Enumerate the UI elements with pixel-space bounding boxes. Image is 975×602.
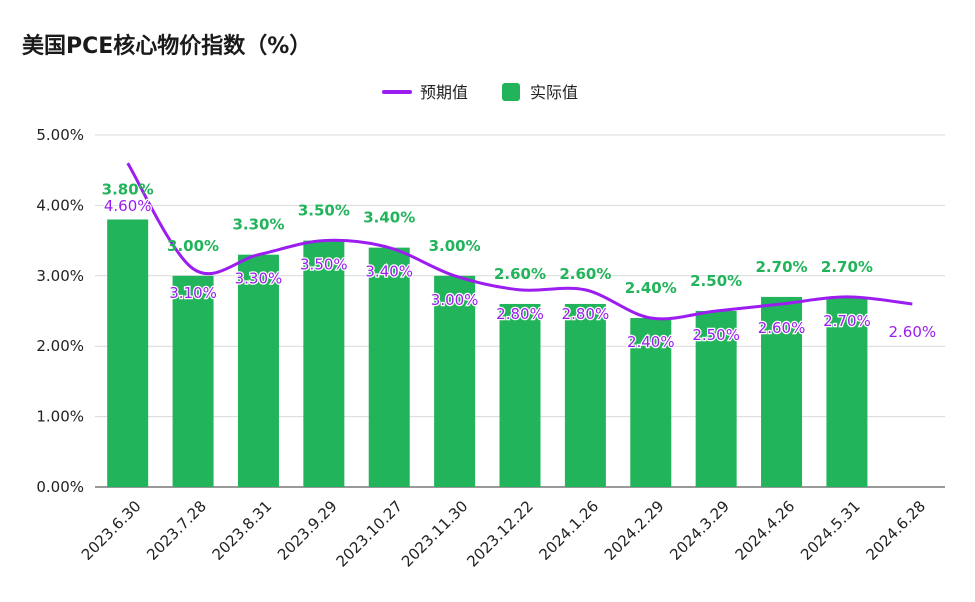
bar	[237, 254, 279, 487]
expected-value-label: 4.60%	[104, 197, 152, 215]
actual-value-label: 3.30%	[232, 216, 284, 234]
bar	[303, 240, 345, 487]
y-tick-label: 0.00%	[36, 478, 84, 496]
line-series-expected	[126, 162, 913, 321]
actual-value-label: 3.80%	[102, 180, 154, 198]
expected-value-label: 3.30%	[235, 270, 283, 288]
actual-value-label: 3.50%	[298, 202, 350, 220]
actual-value-label: 3.40%	[363, 209, 415, 227]
actual-value-label: 2.60%	[494, 265, 546, 283]
expected-value-label: 2.70%	[823, 312, 871, 330]
x-tick-label: 2023.8.31	[209, 497, 276, 564]
actual-value-label: 2.40%	[625, 279, 677, 297]
x-tick-label: 2023.9.29	[274, 497, 341, 564]
expected-value-label: 2.60%	[758, 319, 806, 337]
x-tick-label: 2023.10.27	[333, 497, 406, 570]
bar	[499, 303, 541, 487]
expected-value-label: 2.60%	[888, 323, 936, 341]
actual-value-label: 3.00%	[167, 237, 219, 255]
y-axis: 0.00% 1.00% 2.00% 3.00% 4.00% 5.00%	[36, 126, 84, 496]
bar	[564, 303, 606, 487]
x-tick-label: 2023.7.28	[143, 497, 210, 564]
y-tick-label: 4.00%	[36, 196, 84, 214]
bar	[826, 296, 868, 487]
x-axis: 2023.6.302023.7.282023.8.312023.9.292023…	[78, 497, 929, 570]
expected-value-label: 2.80%	[496, 305, 544, 323]
bar	[761, 296, 803, 487]
x-tick-label: 2024.4.26	[732, 497, 799, 564]
bar	[368, 247, 410, 487]
expected-value-label: 2.50%	[692, 326, 740, 344]
actual-value-label: 2.50%	[690, 272, 742, 290]
x-tick-label: 2023.12.22	[463, 497, 536, 570]
expected-value-label: 3.00%	[431, 291, 479, 309]
expected-value-label: 3.40%	[365, 263, 413, 281]
x-tick-label: 2023.6.30	[78, 497, 145, 564]
x-tick-label: 2024.5.31	[797, 497, 864, 564]
expected-value-label: 3.50%	[300, 256, 348, 274]
legend-label-expected: 预期值	[420, 83, 468, 102]
actual-value-label: 3.00%	[429, 237, 481, 255]
y-tick-label: 2.00%	[36, 337, 84, 355]
actual-value-label: 2.70%	[756, 258, 808, 276]
x-tick-label: 2024.2.29	[601, 497, 668, 564]
legend: 预期值 实际值	[382, 83, 578, 102]
bar	[630, 318, 672, 487]
chart-title: 美国PCE核心物价指数（%）	[22, 34, 312, 59]
y-tick-label: 1.00%	[36, 408, 84, 426]
expected-value-label: 2.40%	[627, 333, 675, 351]
bar	[434, 275, 476, 487]
x-tick-label: 2024.6.28	[862, 497, 929, 564]
x-tick-label: 2023.11.30	[398, 497, 471, 570]
actual-value-label: 2.70%	[821, 258, 873, 276]
bar	[172, 275, 214, 487]
actual-value-label: 2.60%	[559, 265, 611, 283]
expected-value-label: 2.80%	[562, 305, 610, 323]
y-tick-label: 3.00%	[36, 267, 84, 285]
x-tick-label: 2024.1.26	[536, 497, 603, 564]
y-tick-label: 5.00%	[36, 126, 84, 144]
legend-label-actual: 实际值	[530, 83, 578, 102]
legend-swatch-actual	[502, 83, 520, 101]
expected-value-label: 3.10%	[169, 284, 217, 302]
expected-line	[126, 162, 913, 321]
bar-series-actual	[107, 219, 868, 488]
bar	[695, 311, 737, 487]
data-labels: 3.80% 3.00% 3.30% 3.50% 3.40% 3.00% 2.60% 2.60%…	[102, 180, 938, 352]
bar	[107, 219, 149, 488]
x-tick-label: 2024.3.29	[666, 497, 733, 564]
